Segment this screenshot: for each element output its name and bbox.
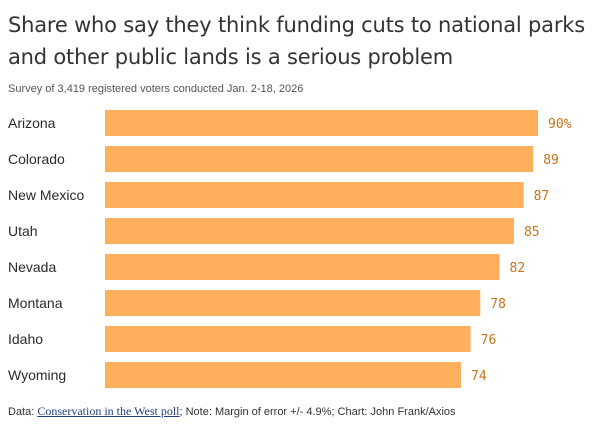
bar-wyoming — [105, 362, 462, 388]
value-label-wyoming: 74 — [471, 369, 487, 384]
bar-montana — [105, 290, 481, 316]
source-link[interactable]: Conservation in the West poll — [37, 404, 180, 418]
value-label-new-mexico: 87 — [534, 189, 550, 204]
category-label-montana: Montana — [8, 295, 63, 311]
value-label-arizona: 90% — [548, 117, 572, 132]
value-label-idaho: 76 — [481, 333, 497, 348]
footer-note: ; Note: Margin of error +/- 4.9%; Chart:… — [179, 406, 456, 418]
category-label-colorado: Colorado — [8, 151, 65, 167]
category-label-wyoming: Wyoming — [8, 367, 66, 383]
bar-new-mexico — [105, 182, 524, 208]
category-label-utah: Utah — [8, 223, 38, 239]
category-label-arizona: Arizona — [8, 115, 56, 131]
value-label-utah: 85 — [524, 225, 540, 240]
bar-arizona — [105, 110, 538, 136]
category-label-idaho: Idaho — [8, 331, 43, 347]
category-label-new-mexico: New Mexico — [8, 187, 84, 203]
category-label-nevada: Nevada — [8, 259, 56, 275]
value-label-montana: 78 — [490, 297, 506, 312]
bar-colorado — [105, 146, 534, 172]
chart-footer: Data: Conservation in the West poll; Not… — [8, 404, 456, 419]
bar-chart: Arizona 90% Colorado 89 New Mexico 87 Utah 85 Ne… — [8, 110, 572, 388]
chart-title: Share who say they think funding cuts to… — [8, 13, 585, 69]
footer-data-prefix: Data: — [8, 406, 38, 418]
chart-subtitle: Survey of 3,419 registered voters conduc… — [8, 83, 304, 95]
value-label-nevada: 82 — [510, 261, 526, 276]
value-label-colorado: 89 — [543, 153, 559, 168]
bar-idaho — [105, 326, 471, 352]
bar-nevada — [105, 254, 500, 280]
bar-utah — [105, 218, 514, 244]
